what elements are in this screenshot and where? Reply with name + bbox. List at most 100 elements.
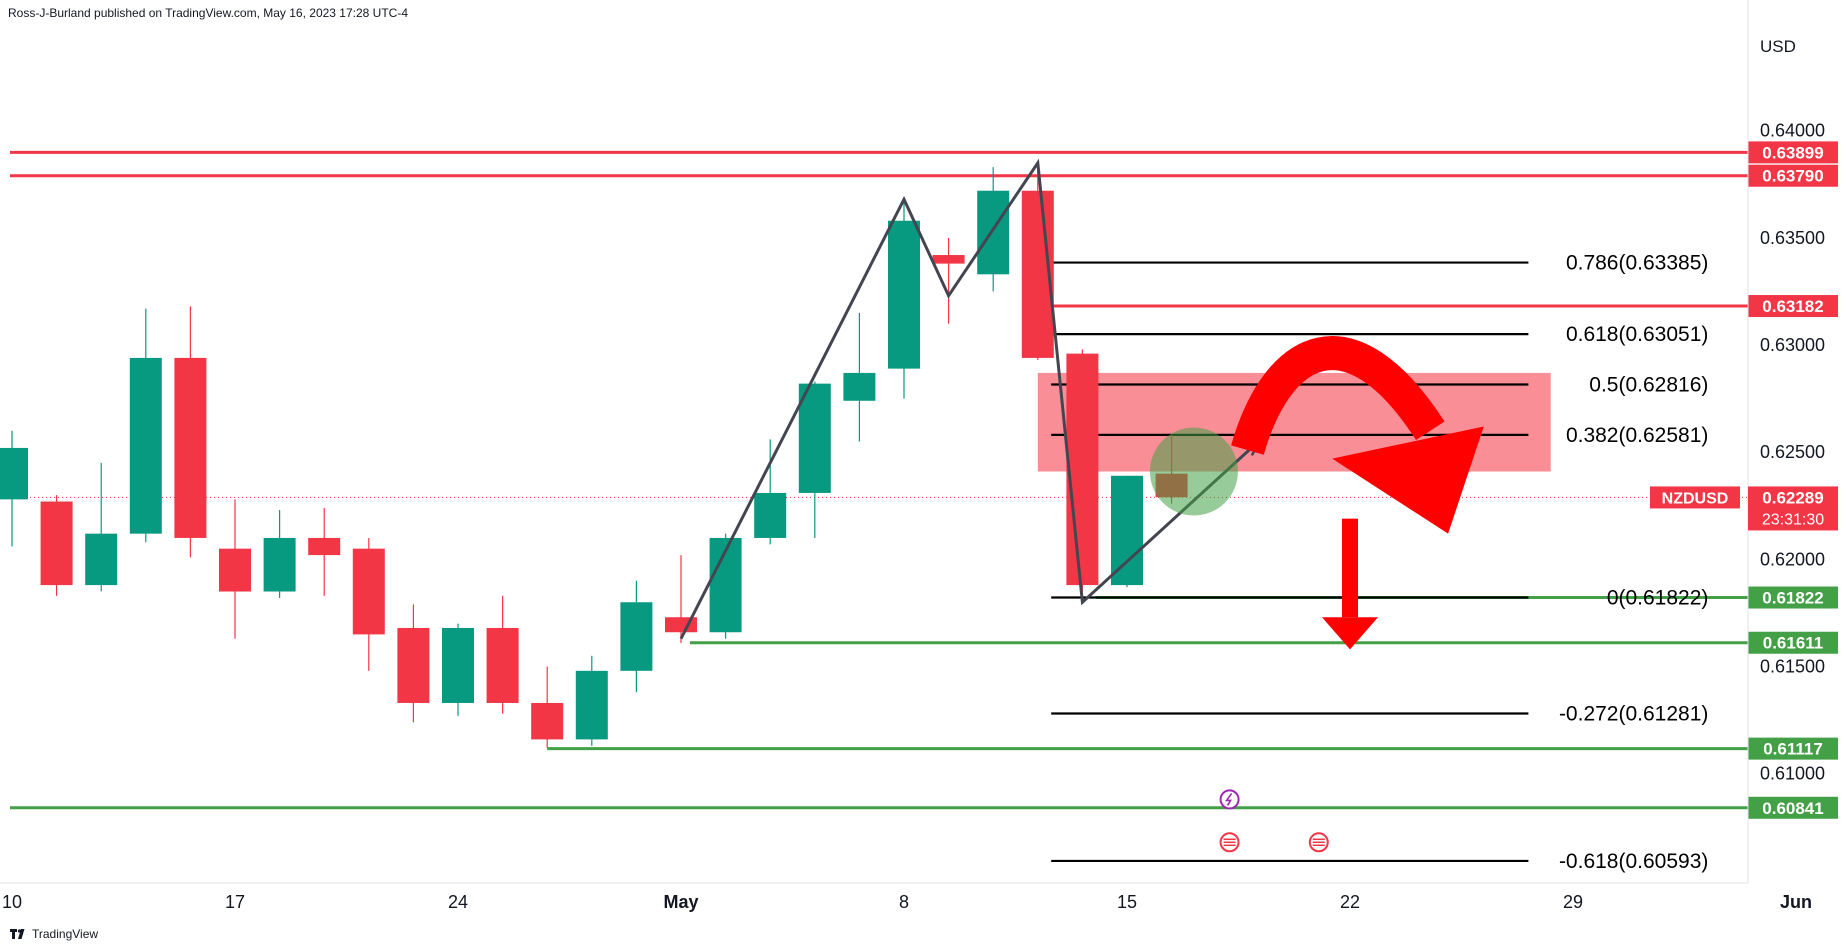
- candle-body: [442, 627, 474, 703]
- price-tag-text: 0.62289: [1762, 488, 1823, 507]
- symbol-tag-box: [1650, 486, 1740, 509]
- candle-body: [40, 501, 73, 586]
- lightning-event-icon: [1219, 789, 1240, 810]
- candle: [620, 580, 653, 693]
- harmonic-pattern-line: [679, 158, 1262, 640]
- candle: [665, 555, 697, 643]
- fib-label: 0.5(0.62816): [1589, 373, 1708, 396]
- price-label-box: [1748, 737, 1838, 760]
- candle: [843, 312, 876, 442]
- candle-body: [932, 255, 965, 264]
- candle-body: [308, 537, 341, 556]
- price-label-text: 0.61822: [1762, 589, 1823, 608]
- countdown-text: 23:31:30: [1762, 511, 1824, 528]
- candle: [352, 537, 385, 671]
- price-tag-box: [1748, 486, 1838, 531]
- support-april-low-label: 0.61117: [1748, 737, 1838, 760]
- price-label-box: [1748, 295, 1838, 318]
- support-fib-zero-label: 0.61822: [1748, 586, 1838, 609]
- candle: [486, 595, 519, 714]
- fib-level: 0.618(0.63051): [1051, 323, 1708, 346]
- candle-body: [85, 533, 118, 586]
- candle-body: [174, 357, 207, 538]
- candle-body: [754, 492, 787, 538]
- tradingview-brand-text: TradingView: [32, 927, 99, 941]
- resistance-high-label: 0.63899: [1748, 141, 1838, 164]
- candle-body: [263, 537, 296, 592]
- candle: [129, 308, 162, 543]
- us-flag-event-icon: [1308, 832, 1329, 853]
- fib-label: 0.618(0.63051): [1566, 323, 1708, 346]
- price-label-text: 0.61117: [1763, 740, 1823, 759]
- lightning-event-icon-ring: [1219, 789, 1240, 810]
- fib-label: 0.382(0.62581): [1566, 424, 1708, 447]
- price-label-box: [1748, 141, 1838, 164]
- candle-body: [843, 372, 876, 401]
- candle: [40, 495, 73, 596]
- fib-level: 0(0.61822): [1051, 587, 1708, 610]
- y-tick-label: 0.63000: [1760, 335, 1825, 355]
- candle: [932, 237, 965, 324]
- candle: [977, 167, 1010, 292]
- candle: [0, 430, 28, 547]
- y-tick-label: 0.62500: [1760, 442, 1825, 462]
- candle-body: [352, 548, 385, 635]
- fib-level: -0.618(0.60593): [1051, 850, 1708, 873]
- resistance-mid-label: 0.63790: [1748, 164, 1838, 187]
- current-price-tag: NZDUSD 0.62289 23:31:30: [1650, 486, 1838, 531]
- candle-body: [620, 602, 653, 671]
- bearish-curved-arrow-head: [1332, 426, 1484, 534]
- price-label-box: [1748, 164, 1838, 187]
- candle: [85, 462, 118, 592]
- fib-label: -0.618(0.60593): [1559, 850, 1708, 873]
- candle: [754, 439, 787, 545]
- publisher-attribution: Ross-J-Burland published on TradingView.…: [8, 6, 408, 20]
- fib-level: 0.786(0.63385): [1051, 252, 1708, 275]
- candle-body: [575, 670, 608, 740]
- y-tick-label: 0.64000: [1760, 121, 1825, 141]
- candle: [888, 199, 920, 399]
- price-label-box: [1748, 586, 1838, 609]
- bearish-curved-arrow: [1231, 336, 1445, 455]
- candle-body: [219, 548, 251, 592]
- price-label-text: 0.60841: [1762, 799, 1823, 818]
- candle: [174, 306, 207, 558]
- candle-body: [129, 357, 162, 534]
- price-label-box: [1748, 796, 1838, 819]
- x-tick-label: 10: [2, 892, 22, 912]
- candle: [531, 666, 564, 748]
- y-tick-label: 0.63500: [1760, 228, 1825, 248]
- candle-body: [798, 383, 831, 493]
- candle: [1111, 475, 1143, 588]
- y-tick-label: 0.61500: [1760, 657, 1825, 677]
- fib-level: -0.272(0.61281): [1051, 702, 1708, 725]
- x-tick-label: Jun: [1780, 892, 1812, 912]
- support-major-label: 0.60841: [1748, 796, 1838, 819]
- fib-label: 0.786(0.63385): [1566, 252, 1708, 275]
- candle: [442, 623, 474, 716]
- x-tick-label: 29: [1563, 892, 1583, 912]
- footer-brand: TradingView: [10, 927, 98, 941]
- price-label-text: 0.63790: [1762, 167, 1823, 186]
- x-tick-label: 17: [225, 892, 245, 912]
- y-tick-label: 0.62000: [1760, 549, 1825, 569]
- support-may-low-label: 0.61611: [1748, 631, 1838, 654]
- price-label-text: 0.63899: [1762, 143, 1823, 162]
- candle-body: [531, 702, 564, 740]
- candle-body: [1111, 475, 1143, 586]
- fib-label: 0(0.61822): [1607, 587, 1709, 610]
- candle: [263, 510, 296, 598]
- x-tick-label: May: [663, 892, 698, 912]
- lightning-glyph: [1225, 792, 1233, 806]
- candle-body: [888, 220, 920, 369]
- down-arrow-head: [1322, 617, 1378, 650]
- candle-body: [0, 447, 28, 500]
- x-tick-label: 15: [1117, 892, 1137, 912]
- candle-body: [977, 190, 1010, 275]
- price-label-text: 0.61611: [1763, 634, 1824, 653]
- candle: [219, 499, 251, 639]
- y-tick-label: 0.61000: [1760, 764, 1825, 784]
- candle: [798, 381, 831, 538]
- candle: [575, 655, 608, 746]
